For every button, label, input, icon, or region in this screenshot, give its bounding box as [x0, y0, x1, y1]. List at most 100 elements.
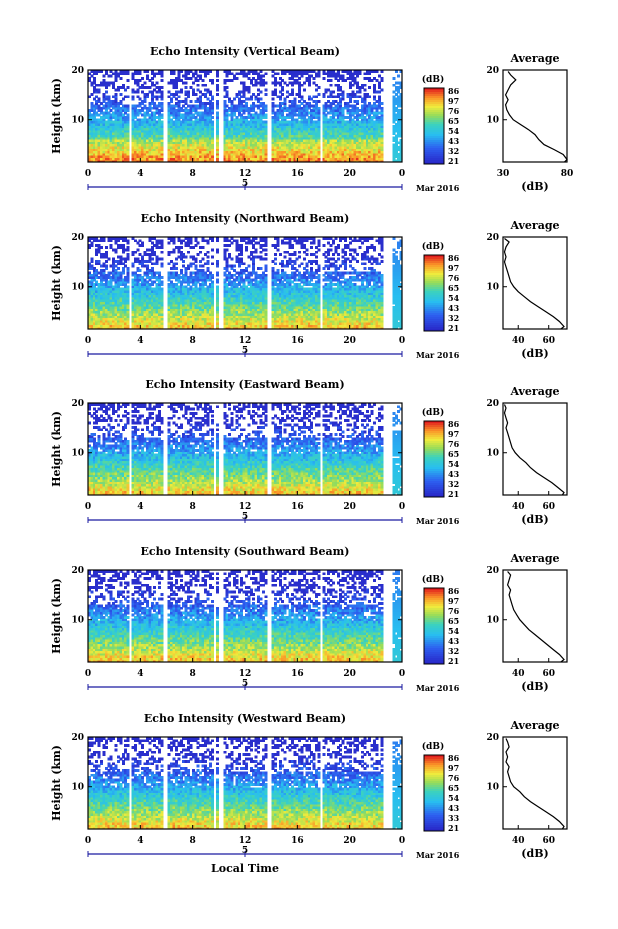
- heatmap-cell: [312, 150, 316, 154]
- heatmap-cell: [242, 120, 246, 124]
- heatmap-cell: [199, 97, 203, 101]
- heatmap-cell: [124, 143, 128, 147]
- heatmap-cell: [283, 102, 287, 106]
- heatmap-cell: [155, 90, 159, 94]
- heatmap-cell: [281, 88, 285, 92]
- heatmap-cell: [225, 141, 229, 145]
- heatmap-cell: [199, 152, 203, 156]
- heatmap-cell: [305, 129, 309, 133]
- heatmap-cell: [146, 139, 149, 142]
- heatmap-cell: [293, 74, 297, 78]
- heatmap-cell: [95, 129, 99, 133]
- heatmap-cell: [191, 159, 195, 163]
- heatmap-cell: [278, 159, 282, 163]
- heatmap-cell: [257, 125, 261, 129]
- heatmap-cell: [90, 109, 94, 112]
- heatmap-cell: [95, 118, 99, 122]
- heatmap-cell: [114, 118, 118, 122]
- heatmap-cell: [298, 127, 302, 131]
- heatmap-cell: [261, 134, 265, 138]
- heatmap-cell: [254, 81, 258, 85]
- heatmap-cell: [276, 111, 280, 115]
- heatmap-cell: [276, 113, 280, 117]
- heatmap-cell: [184, 143, 188, 147]
- heatmap-cell: [150, 125, 154, 129]
- heatmap-cell: [153, 127, 157, 131]
- heatmap-cell: [290, 150, 294, 154]
- heatmap-cell: [153, 150, 157, 154]
- heatmap-cell: [146, 129, 149, 133]
- heatmap-cell: [310, 125, 314, 129]
- heatmap-cell: [208, 139, 212, 142]
- heatmap-cell: [288, 129, 292, 133]
- heatmap-cell: [138, 127, 142, 131]
- heatmap-cell: [124, 118, 128, 122]
- heatmap-cell: [141, 76, 145, 80]
- heatmap-cell: [182, 143, 186, 147]
- heatmap-cell: [252, 116, 256, 119]
- x-tick-label: 8: [190, 169, 196, 179]
- heatmap-cell: [252, 155, 256, 158]
- heatmap-cell: [136, 159, 140, 163]
- heatmap-cell: [109, 99, 113, 103]
- heatmap-cell: [177, 155, 181, 158]
- heatmap-cell: [235, 120, 239, 124]
- heatmap-cell: [201, 139, 205, 142]
- heatmap-cell: [97, 70, 101, 73]
- heatmap-cell: [100, 143, 104, 147]
- heatmap-cell: [100, 139, 104, 142]
- heatmap-cell: [281, 127, 285, 131]
- heatmap-cell: [170, 97, 174, 101]
- heatmap-cell: [295, 129, 299, 133]
- heatmap-cell: [88, 122, 91, 126]
- heatmap-cell: [124, 106, 128, 110]
- heatmap-cell: [228, 109, 232, 112]
- heatmap-cell: [223, 139, 227, 142]
- heatmap-cell: [187, 159, 190, 163]
- heatmap-cell: [114, 120, 118, 124]
- heatmap-cell: [175, 83, 178, 87]
- heatmap-cell: [257, 157, 261, 161]
- heatmap-cell: [90, 122, 94, 126]
- heatmap-cell: [298, 111, 302, 115]
- heatmap-cell: [290, 116, 294, 119]
- heatmap-cell: [278, 150, 282, 154]
- heatmap-cell: [138, 152, 142, 156]
- heatmap-cell: [124, 109, 128, 112]
- heatmap-cell: [223, 132, 227, 135]
- heatmap-cell: [131, 129, 135, 133]
- y-tick-label: 20: [71, 66, 84, 76]
- heatmap-cell: [261, 150, 265, 154]
- heatmap-cell: [191, 145, 195, 149]
- heatmap-cell: [271, 111, 275, 115]
- heatmap-cell: [203, 88, 207, 92]
- heatmap-cell: [271, 122, 275, 126]
- heatmap-cell: [189, 150, 193, 154]
- heatmap-cell: [305, 72, 309, 76]
- heatmap-cell: [167, 129, 171, 133]
- heatmap-cell: [158, 152, 161, 156]
- heatmap-cell: [196, 150, 200, 154]
- heatmap-cell: [293, 155, 297, 158]
- heatmap-cell: [95, 83, 99, 87]
- x-tick-label: 0: [85, 169, 91, 179]
- heatmap-cell: [92, 113, 96, 117]
- heatmap-cell: [300, 97, 304, 101]
- heatmap-cell: [187, 104, 190, 108]
- heatmap-cell: [189, 99, 193, 103]
- heatmap-cell: [254, 111, 258, 115]
- heatmap-cell: [167, 116, 171, 119]
- heatmap-cell: [133, 145, 137, 149]
- heatmap-cell: [196, 79, 200, 83]
- heatmap-cell: [310, 104, 314, 108]
- heatmap-cell: [126, 152, 130, 156]
- heatmap-cell: [179, 155, 183, 158]
- heatmap-cell: [107, 155, 111, 158]
- heatmap-cell: [276, 159, 280, 163]
- heatmap-cell: [240, 120, 244, 124]
- heatmap-cell: [160, 159, 164, 163]
- heatmap-cell: [211, 136, 215, 140]
- heatmap-cell: [177, 139, 181, 142]
- heatmap-cell: [119, 113, 123, 117]
- heatmap-cell: [191, 129, 195, 133]
